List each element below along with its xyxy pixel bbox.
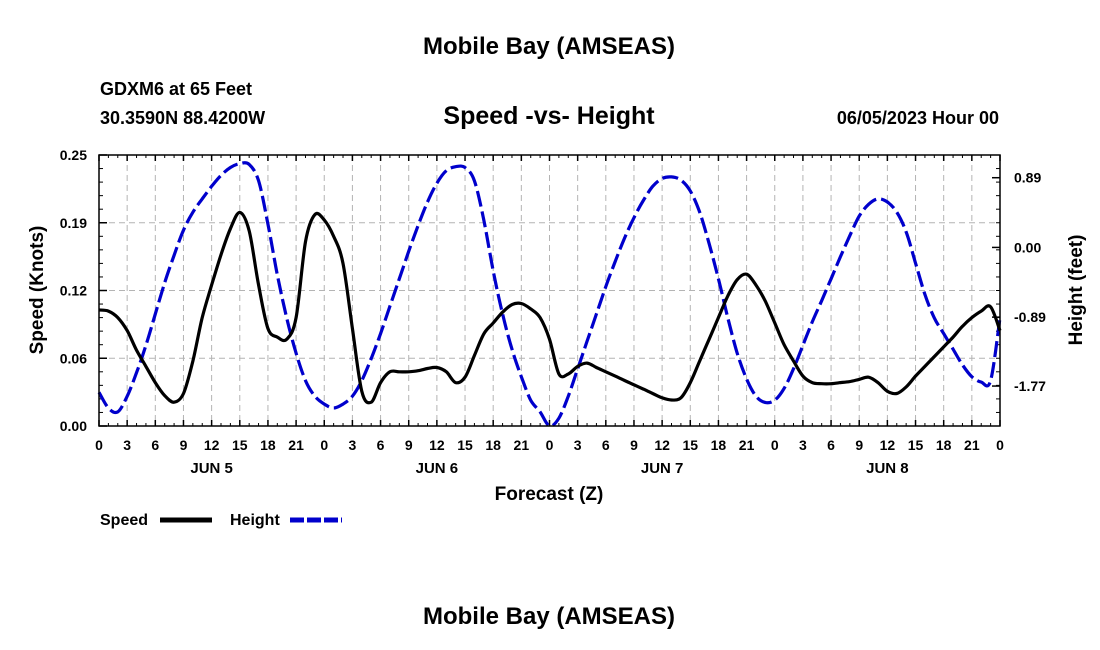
chart-subtitle: Speed -vs- Height bbox=[443, 102, 655, 130]
series-lines bbox=[97, 161, 1002, 428]
x-tick-label: 0 bbox=[95, 437, 103, 453]
chart-title-top: Mobile Bay (AMSEAS) bbox=[423, 33, 675, 60]
day-label: JUN 6 bbox=[416, 460, 459, 477]
x-tick-label: 3 bbox=[123, 437, 131, 453]
location-label: 30.3590N 88.4200W bbox=[100, 108, 265, 128]
x-tick-label: 6 bbox=[151, 437, 159, 453]
chart-title-bottom: Mobile Bay (AMSEAS) bbox=[423, 603, 675, 630]
x-tick-label: 15 bbox=[232, 437, 248, 453]
x-axis-title: Forecast (Z) bbox=[495, 484, 604, 505]
x-tick-label: 9 bbox=[855, 437, 863, 453]
x-tick-label: 9 bbox=[180, 437, 188, 453]
x-tick-label: 21 bbox=[739, 437, 755, 453]
y-right-tick-label: -0.89 bbox=[1014, 309, 1046, 325]
y-left-tick-label: 0.25 bbox=[60, 147, 87, 163]
grid bbox=[99, 155, 1000, 426]
x-tick-label: 12 bbox=[429, 437, 445, 453]
day-label: JUN 5 bbox=[190, 460, 233, 477]
y-left-tick-label: 0.06 bbox=[60, 350, 87, 366]
day-label: JUN 7 bbox=[641, 460, 684, 477]
series-line-speed bbox=[98, 210, 1002, 405]
x-tick-label: 21 bbox=[288, 437, 304, 453]
y-right-tick-label: -1.77 bbox=[1014, 378, 1046, 394]
x-tick-label: 12 bbox=[204, 437, 220, 453]
x-tick-label: 3 bbox=[349, 437, 357, 453]
y-left-tick-label: 0.12 bbox=[60, 283, 87, 299]
legend-height-label: Height bbox=[230, 512, 280, 529]
run-time-label: 06/05/2023 Hour 00 bbox=[837, 108, 999, 128]
y-left-tick-label: 0.19 bbox=[60, 215, 87, 231]
plot-frame bbox=[98, 154, 1001, 427]
x-tick-label: 12 bbox=[654, 437, 670, 453]
x-tick-label: 0 bbox=[320, 437, 328, 453]
series-line-height bbox=[97, 161, 1002, 428]
x-tick-label: 6 bbox=[602, 437, 610, 453]
x-tick-label: 21 bbox=[964, 437, 980, 453]
y-right-tick-label: 0.89 bbox=[1014, 170, 1041, 186]
x-tick-label: 9 bbox=[630, 437, 638, 453]
x-tick-label: 6 bbox=[827, 437, 835, 453]
x-tick-label: 3 bbox=[574, 437, 582, 453]
axis-labels: 0 3 6 9 12 15 18 21 0 3 6 9 12 15 18 21 0 3 6 9 12 15 18 21 0 3 6 9… bbox=[60, 147, 1046, 477]
station-label: GDXM6 at 65 Feet bbox=[100, 79, 252, 99]
x-tick-label: 12 bbox=[880, 437, 896, 453]
x-tick-label: 0 bbox=[771, 437, 779, 453]
x-tick-label: 0 bbox=[996, 437, 1004, 453]
x-tick-label: 6 bbox=[377, 437, 385, 453]
legend-speed-label: Speed bbox=[100, 512, 148, 529]
x-tick-label: 15 bbox=[908, 437, 924, 453]
x-tick-label: 0 bbox=[546, 437, 554, 453]
y-axis-left-title: Speed (Knots) bbox=[27, 226, 48, 355]
y-left-tick-label: 0.00 bbox=[60, 418, 87, 434]
x-tick-label: 18 bbox=[936, 437, 952, 453]
day-label: JUN 8 bbox=[866, 460, 909, 477]
x-tick-label: 3 bbox=[799, 437, 807, 453]
x-tick-label: 18 bbox=[260, 437, 276, 453]
x-tick-label: 15 bbox=[457, 437, 473, 453]
legend: Speed Height bbox=[100, 512, 342, 529]
x-tick-label: 18 bbox=[485, 437, 501, 453]
y-right-tick-label: 0.00 bbox=[1014, 239, 1041, 255]
y-axis-right-title: Height (feet) bbox=[1066, 235, 1087, 346]
x-tick-label: 21 bbox=[514, 437, 530, 453]
x-tick-label: 18 bbox=[711, 437, 727, 453]
x-tick-label: 15 bbox=[682, 437, 698, 453]
x-tick-label: 9 bbox=[405, 437, 413, 453]
